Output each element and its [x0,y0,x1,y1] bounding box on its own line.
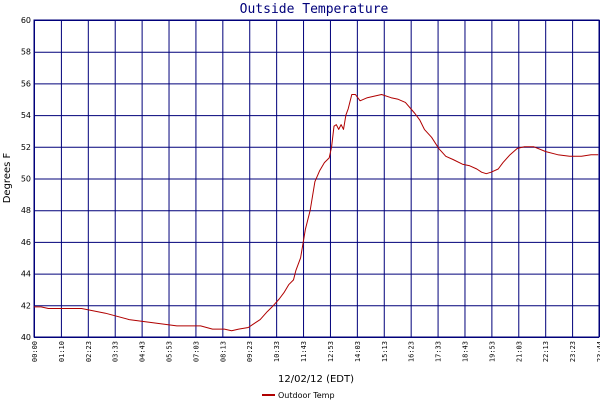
x-tick-label: 12:53 [327,341,335,362]
y-axis-label: Degrees F [2,152,13,203]
x-tick-labels: 00:00 01:10 02:23 03:33 04:43 05:53 07:03 08:13… [31,341,600,362]
x-tick-label: 07:03 [192,341,200,362]
y-tick-label: 56 [21,79,31,88]
y-tick-label: 54 [21,111,31,120]
y-tick-label: 44 [21,270,31,279]
y-tick-label: 42 [21,301,31,310]
x-tick-label: 05:53 [166,341,174,362]
y-tick-label: 58 [21,48,31,57]
y-tick-label: 46 [21,238,31,247]
series-layer [34,94,599,332]
x-tick-label: 11:43 [300,341,308,362]
x-tick-label: 15:13 [381,341,389,362]
x-tick-label: 00:00 [31,341,39,362]
x-tick-label: 17:33 [435,341,443,362]
y-tick-label: 50 [21,175,31,184]
x-tick-label: 19:53 [488,341,496,362]
y-tick-label: 52 [21,143,31,152]
legend: Outdoor Temp [262,391,335,400]
y-tick-label: 48 [21,206,31,215]
x-tick-label: 18:43 [461,341,469,362]
x-tick-label: 10:33 [273,341,281,362]
x-tick-label: 22:13 [542,341,550,362]
x-tick-label: 16:23 [408,341,416,362]
x-tick-label: 03:33 [112,341,120,362]
x-axis-label: 12/02/12 (EDT) [278,374,354,385]
y-tick-labels: 40 42 44 46 48 50 52 54 56 58 60 [21,16,31,342]
x-tick-label: 04:43 [139,341,147,362]
chart-title: Outside Temperature [240,2,389,17]
x-tick-label: 08:13 [219,341,227,362]
grid [33,19,600,338]
series-line-outdoor-temp [34,94,599,332]
x-tick-label: 23:44 [596,341,600,362]
legend-entry-outdoor-temp: Outdoor Temp [278,391,335,400]
x-tick-label: 09:23 [246,341,254,362]
x-tick-label: 14:03 [354,341,362,362]
x-tick-label: 01:10 [58,341,66,362]
y-tick-label: 40 [21,333,31,342]
y-tick-label: 60 [21,16,31,25]
x-tick-label: 21:03 [515,341,523,362]
x-tick-label: 23:23 [569,341,577,362]
x-tick-label: 02:23 [85,341,93,362]
